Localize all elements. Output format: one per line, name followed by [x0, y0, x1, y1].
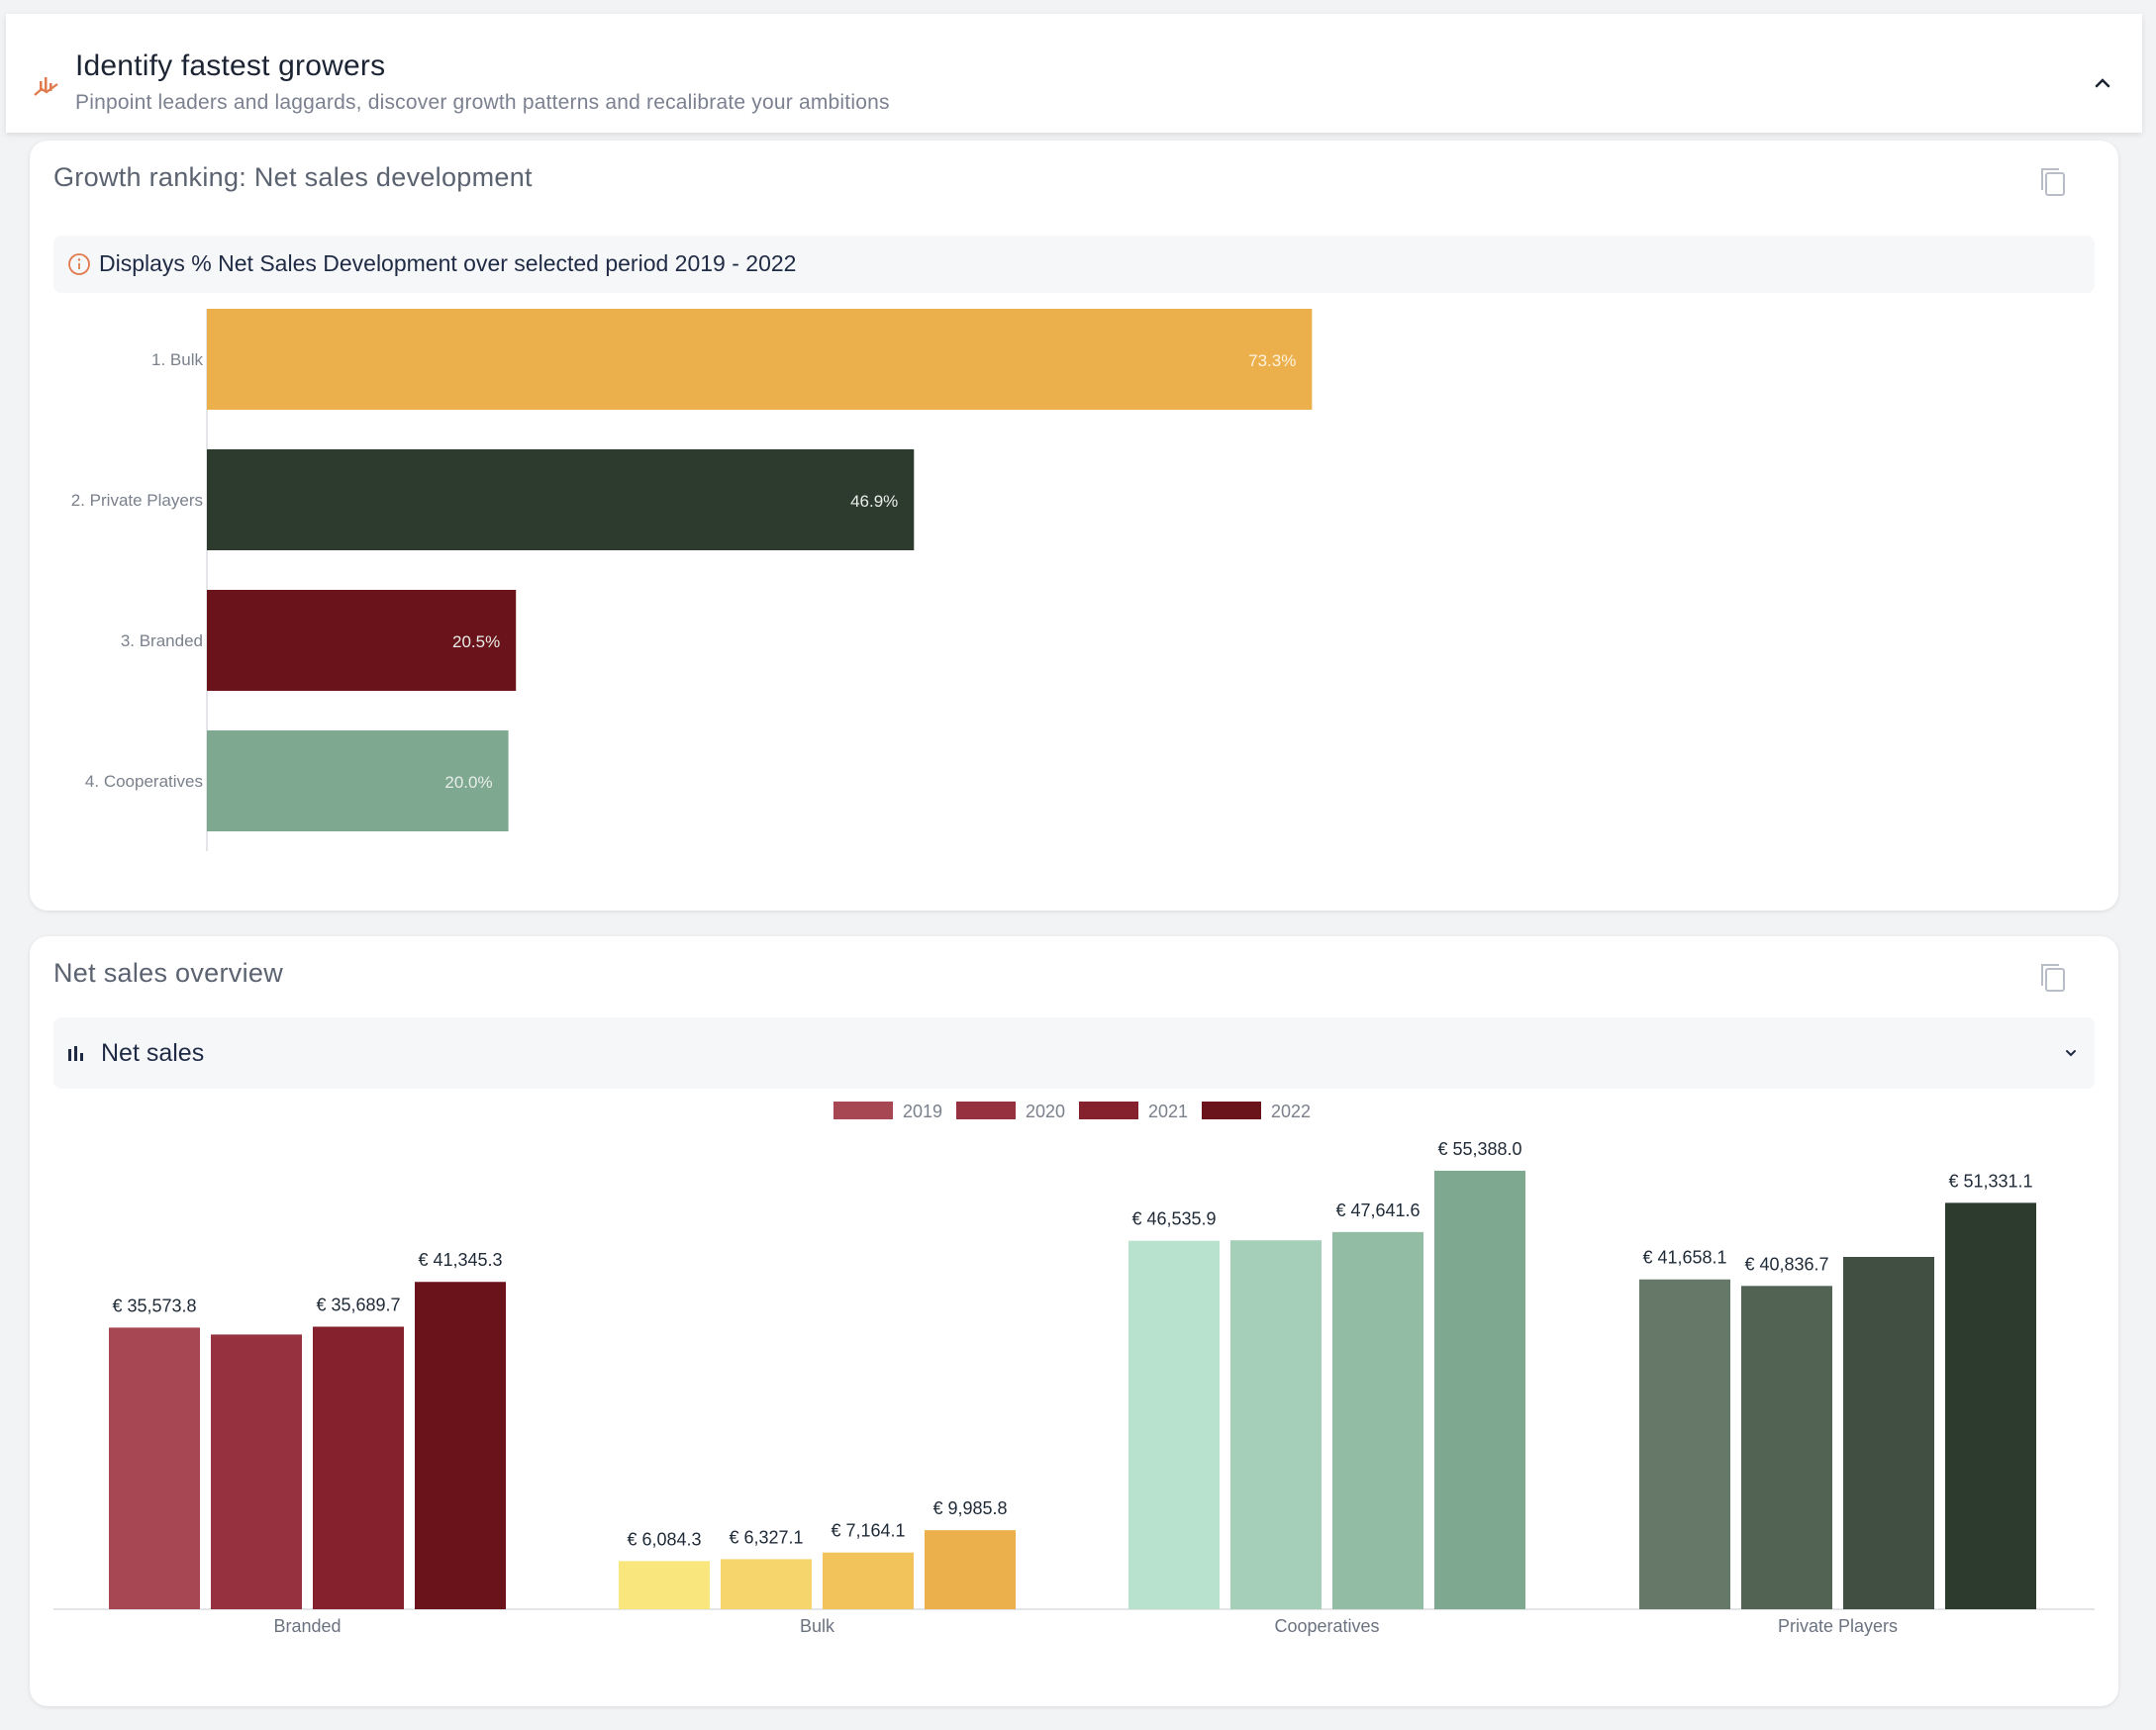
net-sales-chart: 2019 2020 2021 2022 € 35,573.8 € 35,689.7 € 41…	[53, 1102, 2095, 1636]
bar	[721, 1559, 812, 1609]
data-label: 20.0%	[444, 773, 492, 792]
bar	[1230, 1240, 1322, 1609]
section-header: Identify fastest growers Pinpoint leader…	[6, 14, 2142, 133]
data-label: 73.3%	[1248, 351, 1296, 370]
bar	[1843, 1257, 1934, 1609]
card-title: Net sales overview	[53, 958, 283, 988]
category-label: Bulk	[800, 1616, 835, 1636]
section-title: Identify fastest growers	[75, 49, 386, 82]
bar	[207, 730, 509, 831]
metric-select[interactable]: Net sales	[53, 1017, 2095, 1089]
category-label: Cooperatives	[1274, 1616, 1379, 1636]
data-label: € 41,345.3	[418, 1250, 502, 1270]
data-label: € 9,985.8	[932, 1498, 1007, 1518]
data-label: € 35,689.7	[316, 1295, 400, 1314]
growth-ranking-chart: 1. Bulk 73.3% 2. Private Players 46.9% 3. Br…	[71, 309, 1313, 851]
growth-chart-icon	[34, 77, 58, 96]
category-label: 2. Private Players	[71, 491, 203, 510]
category-label: Branded	[273, 1616, 341, 1636]
data-label: € 35,573.8	[112, 1296, 196, 1315]
net-sales-overview-card: Net sales overview Net sales 2019 2020 202…	[30, 936, 2118, 1706]
legend-swatch	[956, 1102, 1016, 1119]
data-label: 20.5%	[452, 632, 500, 651]
bar	[823, 1552, 914, 1609]
data-label: € 47,641.6	[1335, 1201, 1420, 1220]
bar	[1128, 1240, 1220, 1609]
copy-icon[interactable]	[2033, 162, 2073, 202]
bar	[109, 1327, 200, 1609]
chevron-down-icon	[2066, 1050, 2076, 1057]
bar	[1639, 1279, 1730, 1609]
data-label: 46.9%	[850, 492, 898, 511]
legend-swatch	[833, 1102, 893, 1119]
bar	[1741, 1286, 1832, 1609]
legend-label: 2021	[1148, 1102, 1188, 1121]
bar	[1332, 1231, 1423, 1609]
category-label: Private Players	[1778, 1616, 1898, 1636]
info-text: Displays % Net Sales Development over se…	[99, 250, 797, 276]
category-label: 3. Branded	[121, 631, 203, 650]
info-banner: Displays % Net Sales Development over se…	[53, 236, 2095, 293]
growth-ranking-card: Growth ranking: Net sales development Di…	[30, 141, 2118, 911]
data-label: € 41,658.1	[1642, 1248, 1726, 1268]
bar	[211, 1334, 302, 1609]
section-subtitle: Pinpoint leaders and laggards, discover …	[75, 91, 890, 114]
legend-swatch	[1079, 1102, 1138, 1119]
data-label: € 51,331.1	[1948, 1171, 2032, 1191]
info-icon	[68, 253, 90, 275]
bar	[207, 309, 1313, 410]
data-label: € 40,836.7	[1744, 1254, 1828, 1274]
bar	[313, 1326, 404, 1609]
bar-chart-icon	[68, 1046, 83, 1061]
category-label: 1. Bulk	[151, 350, 203, 369]
data-label: € 6,327.1	[729, 1527, 803, 1547]
bar	[619, 1561, 710, 1609]
legend-label: 2022	[1271, 1102, 1311, 1121]
data-label: € 46,535.9	[1131, 1209, 1216, 1229]
data-label: € 55,388.0	[1437, 1139, 1521, 1159]
chevron-up-icon[interactable]	[2087, 67, 2118, 99]
bar	[1434, 1170, 1525, 1609]
card-title: Growth ranking: Net sales development	[53, 162, 533, 192]
category-label: 4. Cooperatives	[85, 772, 203, 791]
data-label: € 7,164.1	[831, 1521, 905, 1541]
bar	[925, 1530, 1016, 1609]
bar	[207, 449, 915, 550]
bar	[415, 1282, 506, 1609]
data-label: € 6,084.3	[627, 1529, 701, 1549]
bar	[1945, 1202, 2036, 1609]
copy-icon[interactable]	[2033, 958, 2073, 998]
legend-label: 2020	[1026, 1102, 1065, 1121]
legend-label: 2019	[903, 1102, 942, 1121]
legend-swatch	[1202, 1102, 1261, 1119]
bar	[207, 590, 517, 691]
select-label: Net sales	[101, 1039, 205, 1067]
